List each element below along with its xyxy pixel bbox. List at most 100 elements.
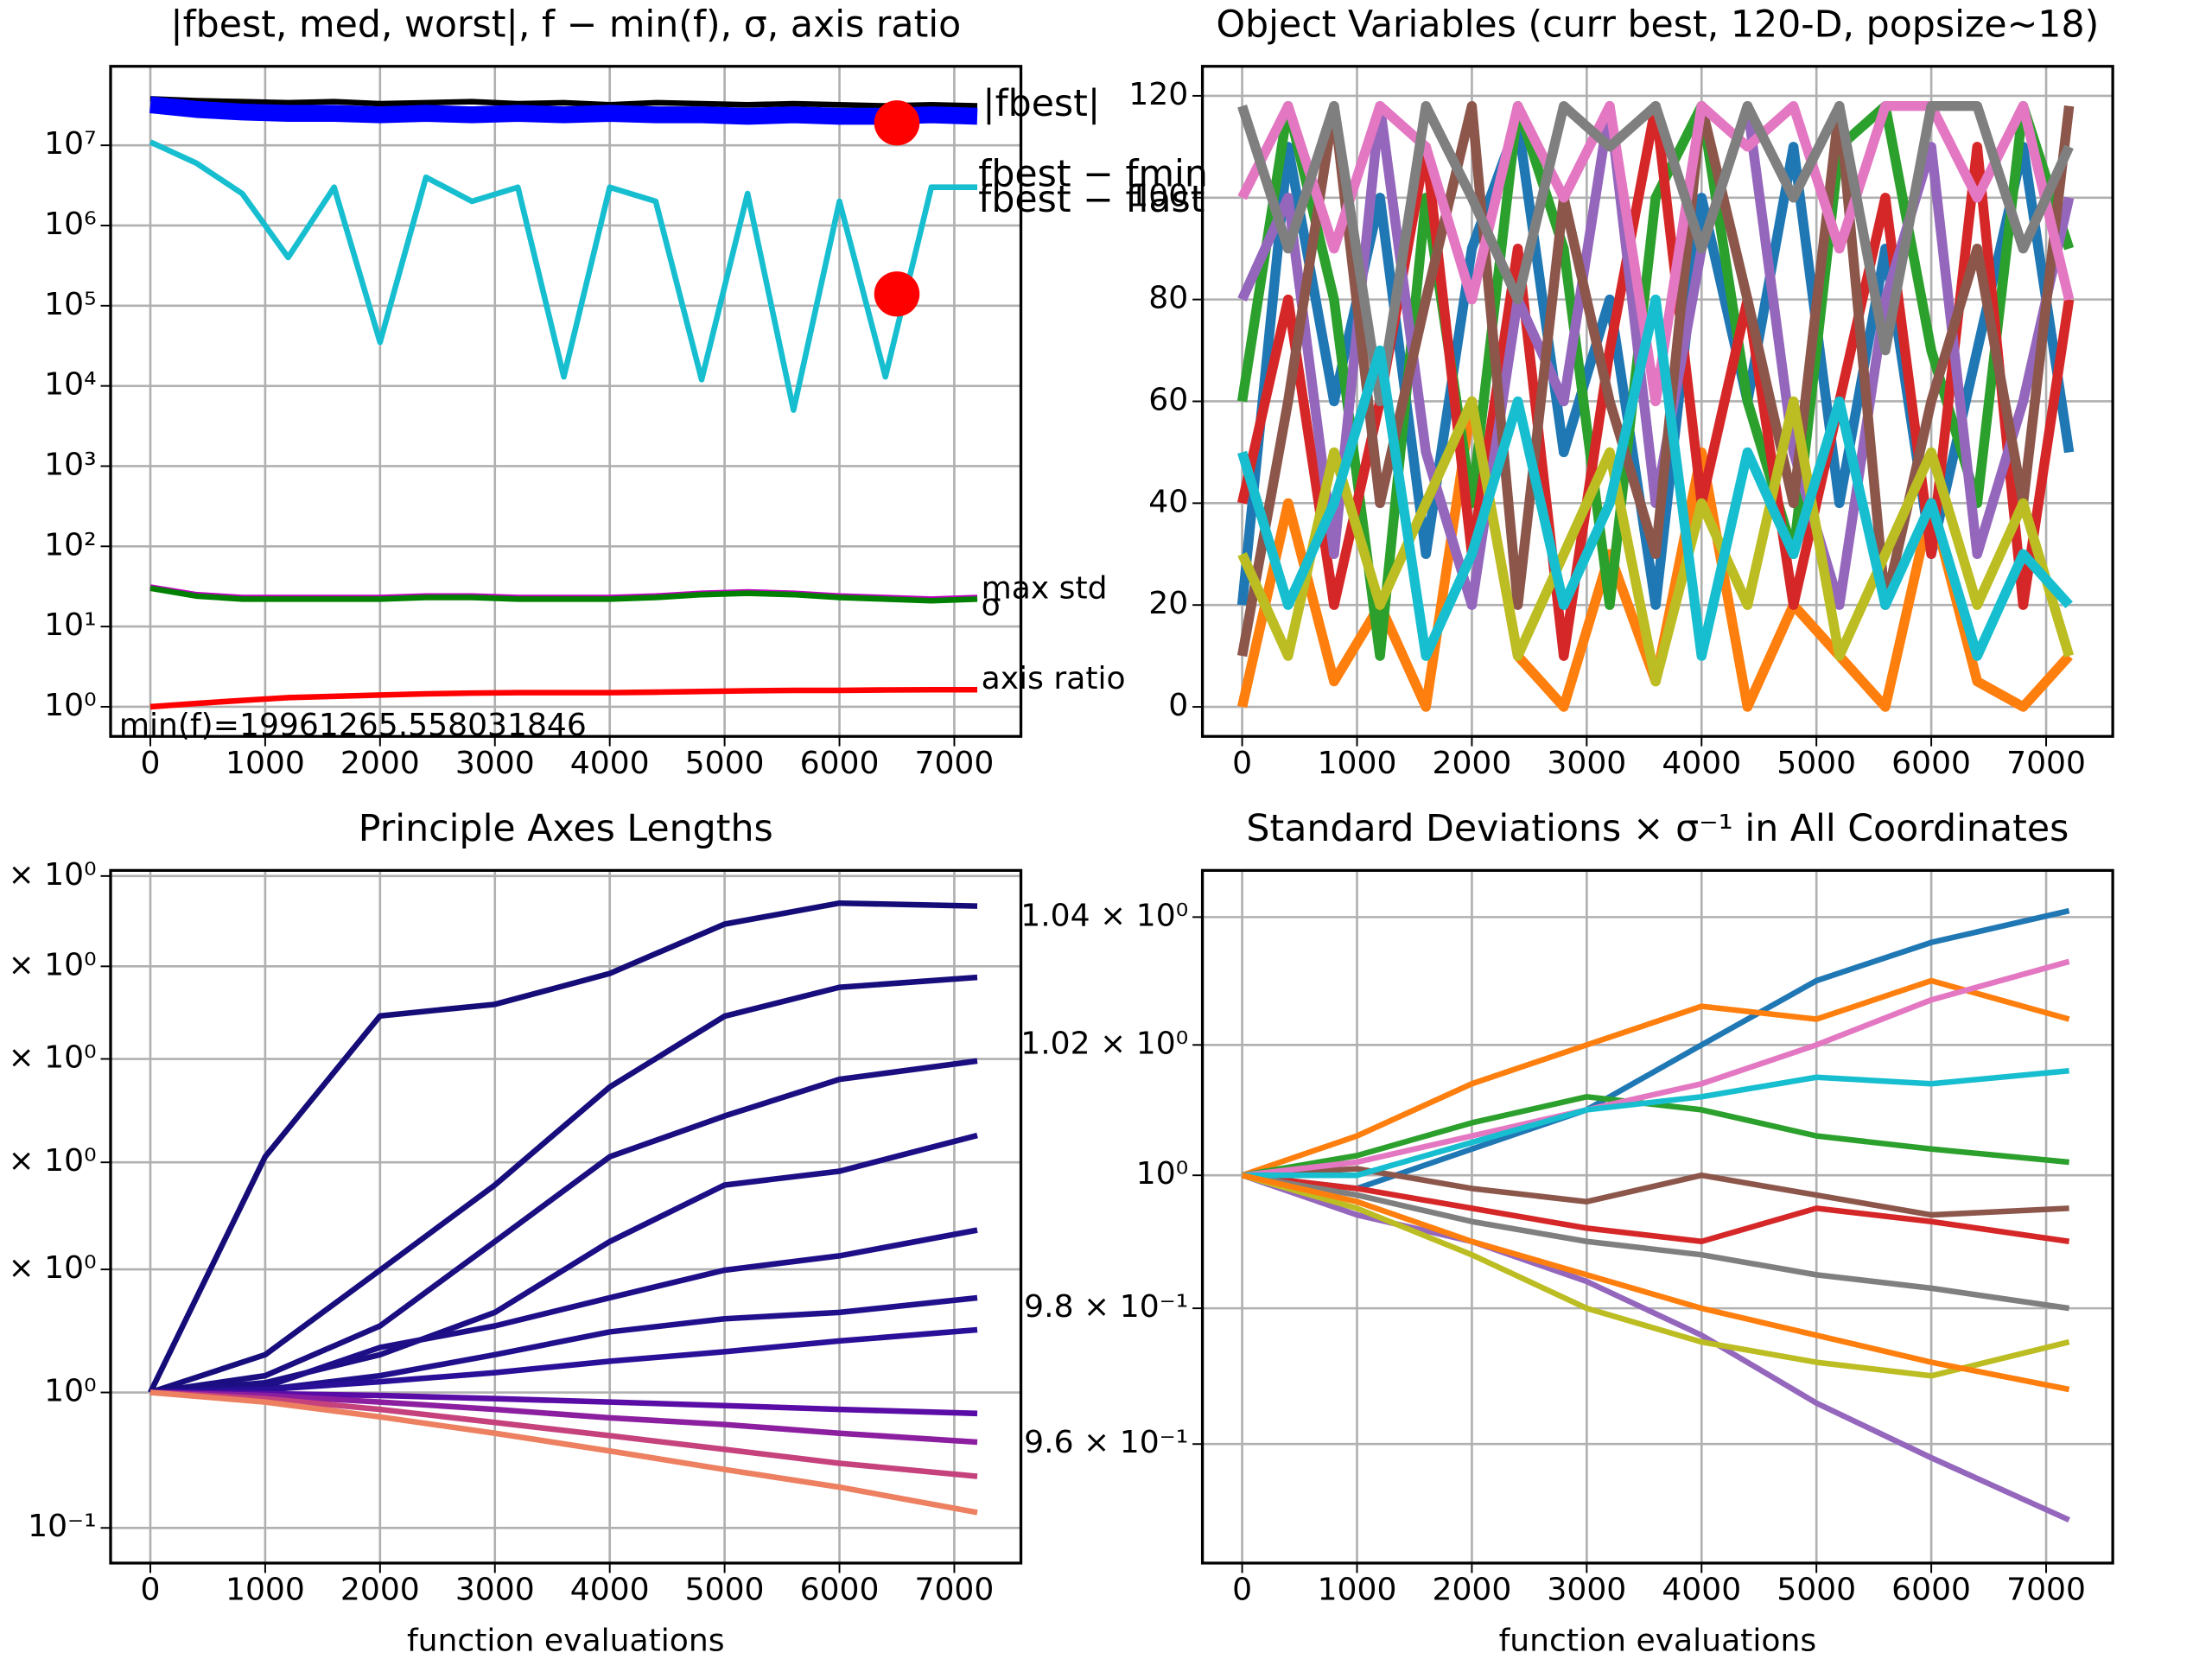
x-tick-label: 5000 [685,746,765,781]
x-tick-label: 4000 [1662,1573,1741,1608]
x-tick-label: 0 [141,746,161,781]
series-line [1237,294,2073,661]
series-line [1237,100,2074,407]
series-line [1242,1172,2070,1312]
x-tick-label: 5000 [685,1573,765,1608]
subplot-title: |fbest, med, worst|, f − min(f), σ, axis… [170,4,961,47]
y-tick-label: × 10⁰ [8,947,96,982]
y-tick-label: × 10⁰ [8,1143,96,1179]
y-tick-label: 10⁷ [44,126,96,162]
series-line [149,1326,978,1395]
series-line [1236,100,2075,661]
series-line [149,1058,978,1395]
series-line [1241,1173,2070,1379]
subplot: 0 1000 2000 3000 4000 5000 6000 7000 9.6 × 10⁻¹ 9… [1020,808,2114,1658]
y-tick-label: 40 [1148,484,1188,519]
x-axis-label: function evaluations [1499,1623,1817,1658]
y-tick-label: × 10⁰ [8,1040,96,1076]
x-tick-label: 2000 [1432,1573,1511,1608]
plot-area [148,899,978,1516]
y-tick-label: 10⁻¹ [28,1509,96,1544]
x-tick-label: 1000 [226,746,305,781]
series-line [149,96,978,109]
y-tick-label: 20 [1148,586,1188,621]
annotation: |fbest| [982,83,1100,125]
axes-frame [109,65,1023,738]
series-line [149,1389,978,1479]
x-tick-label: 0 [1232,1573,1252,1608]
x-tick-label: 6000 [1891,746,1971,781]
y-tick-label: 120 [1128,77,1188,112]
series-line [149,1227,978,1395]
series-line [1237,396,2075,687]
subplot-title: Principle Axes Lengths [359,808,773,850]
series-line [149,974,978,1395]
axes-frame [1200,65,2114,738]
series-line [1242,958,2070,1179]
x-tick-label: 2000 [340,746,420,781]
plot-area [1236,100,2075,712]
x-tick-label: 6000 [800,746,880,781]
x-tick-label: 7000 [2006,746,2086,781]
y-tick-label: 9.8 × 10⁻¹ [1024,1289,1188,1325]
axes-frame [109,868,1023,1565]
x-tick-label: 3000 [1547,1573,1626,1608]
annotation: σ [982,588,1001,623]
x-tick-label: 1000 [1318,746,1397,781]
x-tick-label: 3000 [455,1573,535,1608]
x-tick-label: 2000 [1432,746,1511,781]
y-tick-label: 10⁰ [44,688,96,723]
series-line [1242,1094,2069,1179]
series-line [149,1389,978,1516]
x-tick-label: 6000 [1891,1573,1971,1608]
series-line [1242,1172,2070,1245]
annotation: fbest − fmin [978,154,1208,196]
x-tick-label: 7000 [915,1573,995,1608]
series-line [149,96,978,125]
x-tick-label: 1000 [226,1573,305,1608]
x-tick-label: 3000 [455,746,535,781]
series-line [1242,907,2070,1192]
series-line [148,899,978,1394]
plot-area [149,96,978,710]
y-tick-label: 80 [1148,281,1188,316]
x-tick-label: 6000 [800,1573,880,1608]
axes-frame [1200,868,2114,1565]
x-tick-label: 0 [1232,746,1252,781]
y-tick-label: 10² [44,527,96,563]
series-line [149,1132,978,1395]
annotation: min(f)=19961265.558031846 [119,708,587,743]
y-tick-label: 0 [1168,688,1188,723]
series-line [1236,100,2075,658]
x-tick-label: 5000 [1777,746,1856,781]
x-tick-label: 1000 [1318,1573,1397,1608]
series-line [149,686,978,710]
y-tick-label: 10⁶ [44,207,96,242]
y-tick-label: × 10⁰ [8,1250,96,1286]
x-tick-label: 7000 [2006,1573,2086,1608]
x-tick-label: 4000 [1662,746,1741,781]
x-tick-label: 4000 [570,746,650,781]
y-tick-label: 10⁰ [44,1374,96,1409]
y-tick-label: 10¹ [44,607,96,643]
series-line [149,585,978,604]
x-tick-label: 4000 [570,1573,650,1608]
y-tick-label: 60 [1148,383,1188,418]
plot-area [1241,907,2070,1523]
x-tick-label: 2000 [340,1573,420,1608]
y-tick-label: 1.02 × 10⁰ [1020,1026,1188,1061]
y-tick-label: 1.04 × 10⁰ [1020,898,1188,933]
x-tick-label: 5000 [1777,1573,1856,1608]
y-tick-label: 9.6 × 10⁻¹ [1024,1425,1188,1460]
y-tick-label: 10⁴ [44,367,96,403]
subplot-title: Standard Deviations × σ⁻¹ in All Coordin… [1246,808,2069,850]
series-line [1241,1173,2070,1393]
x-tick-label: 7000 [915,746,995,781]
x-tick-label: 3000 [1547,746,1626,781]
series-line [1241,1173,2070,1523]
subplot: 0 1000 2000 3000 4000 5000 6000 7000 10⁰ 10¹ 10² 10… [44,4,1208,781]
y-tick-label: 10⁵ [44,287,96,322]
y-tick-label: × 10⁰ [8,857,96,893]
series-line [149,139,978,413]
y-tick-label: 10⁰ [1136,1156,1188,1192]
